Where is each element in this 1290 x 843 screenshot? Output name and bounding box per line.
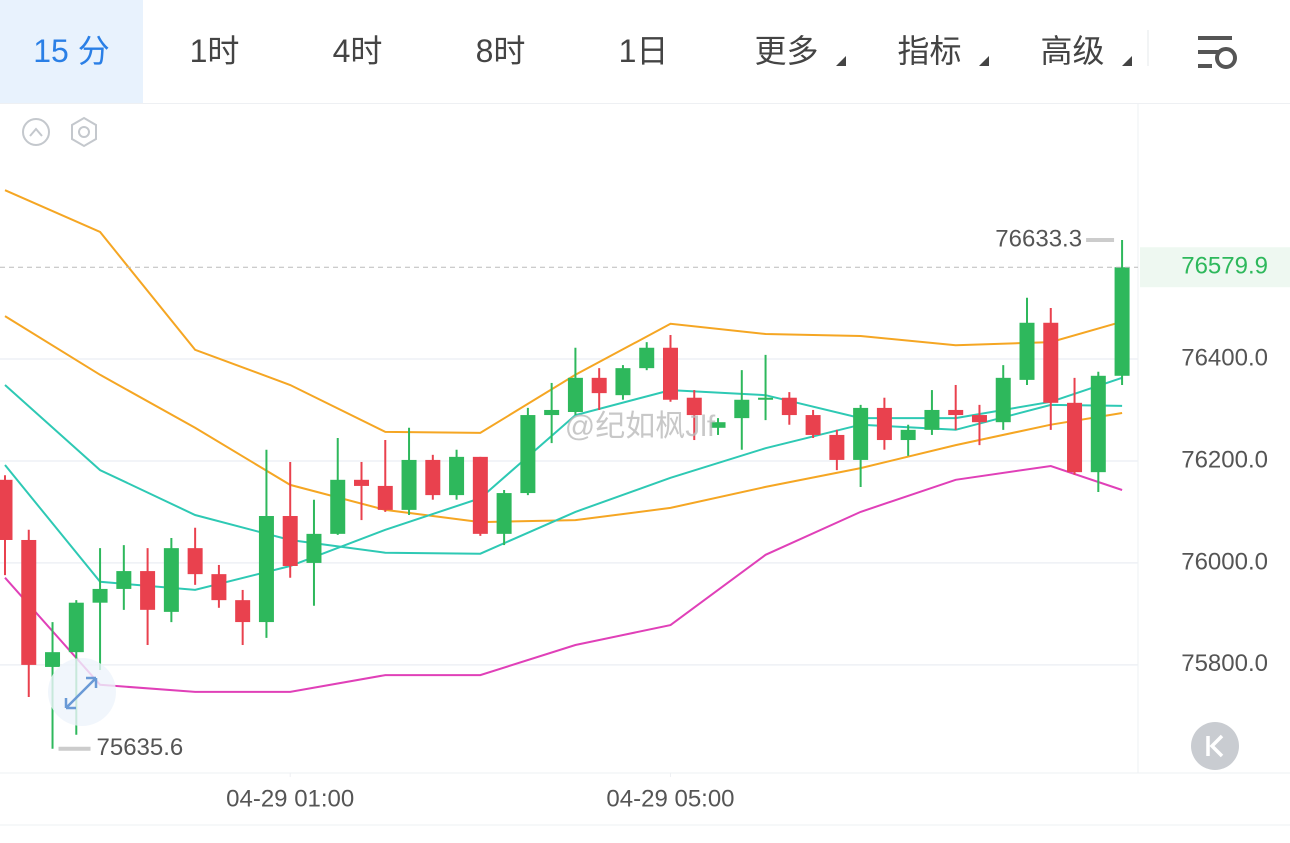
hex-icon[interactable]	[71, 116, 97, 148]
candle-body	[567, 377, 583, 412]
current-price-box	[1140, 247, 1290, 288]
candle-body	[92, 588, 108, 603]
current-price-label: 76579.9	[1181, 253, 1268, 280]
y-tick-label: 75800.0	[1181, 650, 1268, 677]
toolbar: 15 分 1时 4时 8时 1日 更多 指标 高级	[0, 0, 1290, 104]
candle-body	[591, 377, 607, 394]
tab[interactable]: 8时	[475, 33, 526, 69]
candle-body	[758, 397, 774, 400]
tab[interactable]: 4时	[332, 33, 383, 69]
candle-body	[449, 456, 465, 496]
candle-body	[639, 347, 655, 369]
plot	[0, 189, 1138, 749]
candle-body	[140, 571, 156, 610]
tab[interactable]: 更多	[715, 0, 858, 103]
tab[interactable]: 1时	[189, 33, 240, 69]
candle-body	[544, 409, 560, 416]
candle-body	[377, 485, 393, 510]
collapse-icon[interactable]	[22, 118, 50, 146]
candle-body	[686, 397, 702, 416]
indicator-line	[4, 189, 1123, 434]
candle-body	[1043, 322, 1059, 403]
indicator-line	[4, 464, 1123, 693]
candle-body	[876, 407, 892, 441]
x-tick-label: 04-29 01:00	[226, 785, 354, 812]
tab[interactable]: 15 分	[0, 0, 143, 103]
candle-body	[615, 368, 631, 396]
min-price-label: 75635.6	[97, 734, 184, 761]
candle-body	[116, 571, 132, 589]
tab[interactable]: 高级	[1001, 0, 1144, 103]
candle-body	[211, 574, 227, 601]
candle-body	[805, 415, 821, 435]
candle-body	[710, 422, 726, 428]
candle-body	[971, 415, 987, 423]
back-button[interactable]	[1191, 722, 1239, 770]
back-icon	[1206, 734, 1224, 758]
candle-body	[235, 600, 251, 623]
tab[interactable]: 1日	[618, 33, 669, 69]
candle-body	[425, 459, 441, 496]
candle-body	[258, 516, 274, 623]
max-price-label: 76633.3	[995, 225, 1082, 252]
zoom-icon	[64, 676, 98, 710]
y-tick-label: 76200.0	[1181, 446, 1268, 473]
candle-body	[900, 429, 916, 441]
candle-body	[187, 548, 203, 575]
candle-body	[781, 397, 797, 416]
indicator-line	[4, 315, 1123, 524]
candle-body	[163, 548, 179, 612]
y-tick-label: 76000.0	[1181, 548, 1268, 575]
candle-body	[662, 347, 678, 400]
collapse-arrow	[29, 127, 43, 137]
watermark: @纪如枫Jlf	[565, 410, 716, 443]
candle-body	[734, 399, 750, 419]
candle-body	[829, 434, 845, 460]
candle-body	[520, 415, 536, 494]
candle-body	[853, 407, 869, 460]
candle-body	[1019, 322, 1035, 380]
candle-body	[948, 409, 964, 416]
settings-icon[interactable]	[1198, 36, 1237, 69]
candle-body	[0, 479, 13, 540]
y-tick-label: 76400.0	[1181, 344, 1268, 371]
candle-body	[21, 539, 37, 665]
x-tick-label: 04-29 05:00	[606, 785, 734, 812]
candle-body	[1090, 375, 1106, 473]
candle-body	[472, 456, 488, 534]
candle-body	[354, 479, 370, 486]
candle-body	[496, 493, 512, 534]
candle-body	[45, 652, 61, 667]
candle-body	[306, 533, 322, 563]
candle-body	[282, 516, 298, 566]
candle-body	[1067, 402, 1083, 473]
candle-body	[330, 479, 346, 534]
candle-body	[68, 602, 84, 653]
candle-body	[924, 409, 940, 430]
candle-body	[995, 377, 1011, 423]
hex-icon-dot	[78, 126, 90, 138]
tab[interactable]: 指标	[858, 0, 1001, 103]
candle-body	[1114, 267, 1130, 376]
candle-body	[401, 459, 417, 510]
